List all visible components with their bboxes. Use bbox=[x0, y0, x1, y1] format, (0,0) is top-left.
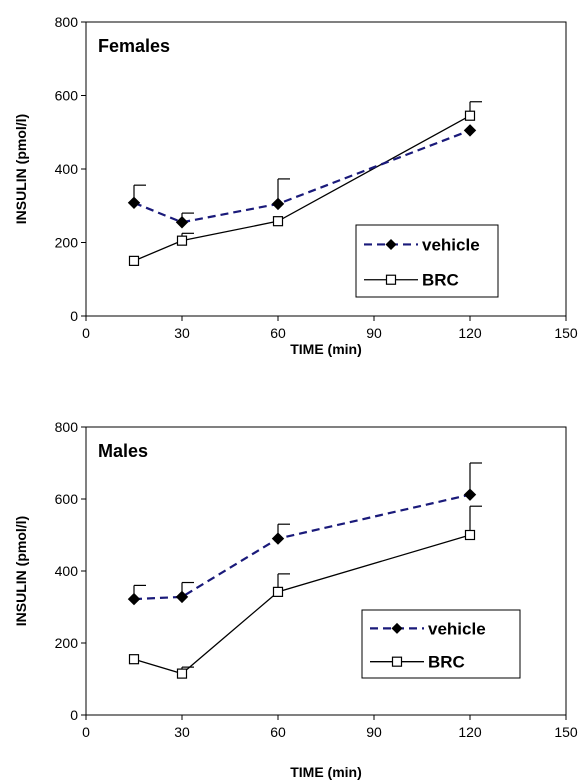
legend-label-vehicle: vehicle bbox=[422, 235, 480, 254]
y-tick-label: 600 bbox=[55, 88, 79, 104]
y-tick-label: 800 bbox=[55, 419, 79, 435]
x-axis-title: TIME (min) bbox=[290, 341, 362, 357]
legend-label-vehicle: vehicle bbox=[428, 619, 486, 638]
series-vehicle bbox=[127, 124, 477, 229]
legend-label-brc: BRC bbox=[422, 271, 459, 290]
data-point-square bbox=[128, 654, 140, 665]
y-tick-label: 0 bbox=[70, 308, 78, 324]
series-line-brc bbox=[133, 534, 471, 675]
chart-panel-2: 0 30 60 90 120 150 0 200 400 600 800 TIME (min) INSU… bbox=[13, 419, 578, 780]
series-line-vehicle bbox=[133, 129, 471, 224]
x-tick-label: 150 bbox=[554, 724, 578, 740]
data-point-diamond bbox=[127, 592, 141, 606]
data-point-square bbox=[272, 586, 284, 597]
legend: vehicle BRC bbox=[361, 609, 521, 679]
y-tick-label: 800 bbox=[55, 14, 79, 30]
data-point-square bbox=[176, 235, 188, 246]
legend-box bbox=[355, 224, 499, 298]
data-point-square bbox=[464, 110, 476, 121]
y-tick-label: 600 bbox=[55, 491, 79, 507]
series-line-vehicle bbox=[133, 493, 471, 601]
x-tick-label: 30 bbox=[174, 724, 190, 740]
x-tick-label: 0 bbox=[82, 325, 90, 341]
legend-label-brc: BRC bbox=[428, 653, 465, 672]
series-line-brc bbox=[133, 115, 471, 262]
legend-marker-square bbox=[391, 656, 403, 667]
x-tick-label: 90 bbox=[366, 724, 382, 740]
legend: vehicle BRC bbox=[355, 224, 499, 298]
y-tick-label: 400 bbox=[55, 563, 79, 579]
series-brc bbox=[128, 505, 482, 679]
data-point-square bbox=[464, 529, 476, 541]
data-point-diamond bbox=[271, 197, 285, 211]
x-tick-label: 60 bbox=[270, 325, 286, 341]
data-point-diamond bbox=[463, 124, 477, 137]
x-tick-label: 0 bbox=[82, 724, 90, 740]
x-tick-label: 90 bbox=[366, 325, 382, 341]
data-point-diamond bbox=[271, 532, 285, 545]
data-point-square bbox=[272, 216, 284, 227]
y-axis-title: INSULIN (pmol/l) bbox=[13, 114, 29, 224]
y-tick-label: 400 bbox=[55, 161, 79, 177]
data-point-diamond bbox=[127, 196, 141, 210]
legend-marker-diamond bbox=[385, 238, 397, 250]
x-tick-label: 120 bbox=[458, 724, 482, 740]
x-tick-label: 150 bbox=[554, 325, 578, 341]
x-tick-label: 120 bbox=[458, 325, 482, 341]
data-point-diamond bbox=[175, 216, 189, 229]
panel-title: Females bbox=[98, 36, 170, 56]
series-brc bbox=[128, 101, 482, 266]
data-point-square bbox=[128, 255, 140, 266]
legend-marker-square bbox=[385, 274, 397, 285]
legend-marker-diamond bbox=[391, 622, 403, 634]
data-point-diamond bbox=[463, 488, 477, 501]
y-tick-label: 200 bbox=[55, 235, 79, 251]
data-point-square bbox=[176, 668, 188, 679]
chart-panel-1: 0 30 60 90 120 150 0 200 400 600 800 TIME (min) INSU… bbox=[13, 14, 578, 357]
x-tick-label: 60 bbox=[270, 724, 286, 740]
series-vehicle bbox=[127, 462, 482, 606]
x-axis-title: TIME (min) bbox=[290, 764, 362, 780]
x-tick-label: 30 bbox=[174, 325, 190, 341]
y-tick-label: 200 bbox=[55, 635, 79, 651]
y-tick-label: 0 bbox=[70, 707, 78, 723]
legend-box bbox=[361, 609, 521, 679]
y-axis-title: INSULIN (pmol/l) bbox=[13, 516, 29, 626]
panel-title: Males bbox=[98, 441, 148, 461]
data-point-diamond bbox=[175, 590, 189, 604]
